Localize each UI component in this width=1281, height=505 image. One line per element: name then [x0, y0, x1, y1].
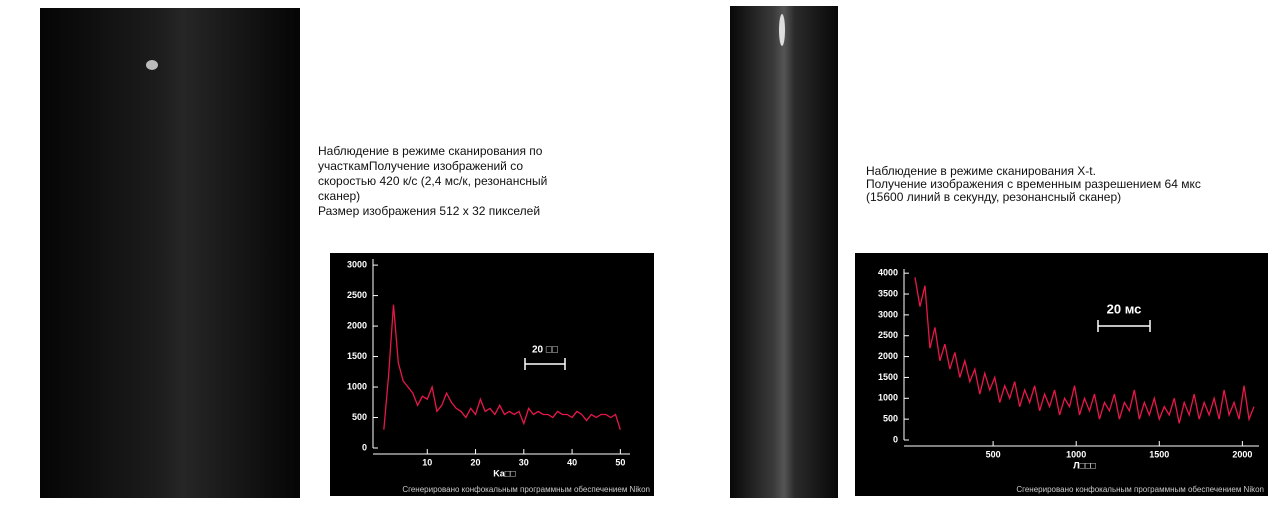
- y-tick-label: 1000: [878, 393, 898, 403]
- caption-line: скоростью 420 к/с (2,4 мс/к, резонансный: [318, 174, 547, 188]
- caption-line: Наблюдение в режиме сканирования по: [318, 144, 543, 158]
- x-tick-label: 500: [986, 449, 1001, 459]
- chart-panel: [330, 253, 654, 496]
- x-axis-label: Ka□□: [493, 468, 516, 478]
- y-tick-label: 1500: [878, 372, 898, 382]
- y-tick-label: 3000: [878, 309, 898, 319]
- x-tick-label: 1000: [1066, 449, 1086, 459]
- signal-spot: [146, 60, 158, 70]
- y-tick-label: 1000: [347, 381, 367, 391]
- caption-line: (15600 линий в секунду, резонансный скан…: [866, 190, 1121, 204]
- y-tick-label: 0: [362, 442, 367, 452]
- y-tick-label: 3000: [347, 259, 367, 269]
- page: Наблюдение в режиме сканирования поучаст…: [0, 0, 1281, 500]
- x-axis-label: Л□□□: [1073, 460, 1096, 470]
- signal-spot: [779, 14, 785, 46]
- micrograph: [730, 6, 838, 498]
- scale-bar-label: 20 □□: [532, 345, 558, 356]
- y-tick-label: 500: [883, 414, 898, 424]
- caption-line: сканер): [318, 189, 360, 203]
- x-tick-label: 10: [422, 457, 432, 467]
- scale-bar-label: 20 мс: [1107, 301, 1142, 316]
- x-tick-label: 1500: [1149, 449, 1169, 459]
- caption-line: Размер изображения 512 x 32 пикселей: [318, 204, 540, 218]
- y-tick-label: 2500: [347, 290, 367, 300]
- y-tick-label: 500: [352, 412, 367, 422]
- x-tick-label: 2000: [1232, 449, 1252, 459]
- x-tick-label: 30: [519, 457, 529, 467]
- screen: Наблюдение в режиме сканирования поучаст…: [0, 0, 1281, 500]
- micrograph: [40, 8, 300, 498]
- x-tick-label: 50: [615, 457, 625, 467]
- caption-line: участкамПолучение изображений со: [318, 159, 523, 173]
- x-tick-label: 20: [471, 457, 481, 467]
- y-tick-label: 2500: [878, 330, 898, 340]
- caption-line: Наблюдение в режиме сканирования X-t.: [866, 164, 1096, 178]
- y-tick-label: 2000: [878, 351, 898, 361]
- y-tick-label: 2000: [347, 320, 367, 330]
- y-tick-label: 4000: [878, 268, 898, 278]
- credit: Сгенерировано конфокальным программным о…: [1016, 485, 1264, 494]
- y-tick-label: 3500: [878, 288, 898, 298]
- x-tick-label: 40: [567, 457, 577, 467]
- y-tick-label: 0: [893, 434, 898, 444]
- y-tick-label: 1500: [347, 351, 367, 361]
- caption-line: Получение изображения с временным разреш…: [866, 177, 1201, 191]
- credit: Сгенерировано конфокальным программным о…: [402, 485, 650, 494]
